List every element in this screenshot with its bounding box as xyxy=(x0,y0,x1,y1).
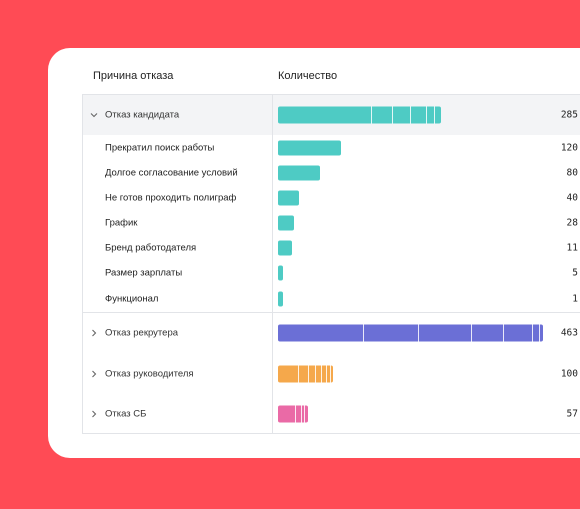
count-bar xyxy=(278,265,283,281)
count-value: 5 xyxy=(572,267,578,279)
count-bar xyxy=(278,215,294,231)
bar-segment-divider xyxy=(426,106,427,124)
bar-segment-divider xyxy=(434,106,435,124)
bar-segment-divider xyxy=(363,324,364,342)
chevron-down-icon[interactable] xyxy=(89,110,99,120)
count-bar xyxy=(278,106,441,124)
bar-segment-divider xyxy=(315,365,316,383)
bar-segment-divider xyxy=(371,106,372,124)
count-value: 11 xyxy=(566,242,578,254)
row-label: Отказ кандидата xyxy=(105,109,180,121)
count-value: 28 xyxy=(566,217,578,229)
row-label: График xyxy=(105,217,138,229)
bar-segment-divider xyxy=(503,324,504,342)
row-label: Размер зарплаты xyxy=(105,267,183,279)
count-bar xyxy=(278,140,341,156)
count-value: 80 xyxy=(566,167,578,179)
bar-segment-divider xyxy=(298,365,299,383)
group-row[interactable]: Отказ рекрутера 463 xyxy=(83,321,580,346)
rejection-report-card: Причина отказа Количество Отказ кандидат… xyxy=(48,48,580,458)
bar-segment-divider xyxy=(304,405,305,423)
subreason-row: Размер зарплаты 5 xyxy=(83,261,580,286)
count-bar xyxy=(278,365,333,383)
bar-segment-divider xyxy=(295,405,296,423)
row-label: Функционал xyxy=(105,293,159,305)
row-label: Отказ рекрутера xyxy=(105,327,179,339)
column-divider xyxy=(272,95,273,433)
subreason-row: Функционал 1 xyxy=(83,287,580,312)
count-bar xyxy=(278,324,543,342)
subreason-row: Прекратил поиск работы 120 xyxy=(83,136,580,161)
bar-segment-divider xyxy=(410,106,411,124)
bar-segment-divider xyxy=(308,365,309,383)
bar-segment-divider xyxy=(532,324,533,342)
count-bar xyxy=(278,165,320,181)
group-row[interactable]: Отказ кандидата 285 xyxy=(83,103,580,128)
bar-segment-divider xyxy=(321,365,322,383)
group-row[interactable]: Отказ руководителя 100 xyxy=(83,362,580,387)
chevron-right-icon[interactable] xyxy=(89,328,99,338)
count-bar xyxy=(278,291,283,307)
row-label: Не готов проходить полиграф xyxy=(105,192,237,204)
bar-segment-divider xyxy=(418,324,419,342)
bar-segment-divider xyxy=(539,324,540,342)
row-label: Отказ СБ xyxy=(105,408,147,420)
bar-segment-divider xyxy=(471,324,472,342)
bar-segment-divider xyxy=(392,106,393,124)
row-label: Бренд работодателя xyxy=(105,242,197,254)
count-value: 285 xyxy=(560,109,578,121)
chevron-right-icon[interactable] xyxy=(89,409,99,419)
chevron-right-icon[interactable] xyxy=(89,369,99,379)
column-header-reason: Причина отказа xyxy=(93,70,174,82)
column-header-count: Количество xyxy=(278,70,338,82)
rejection-table: Отказ кандидата 285 Прекратил поиск работы… xyxy=(82,94,580,434)
row-label: Прекратил поиск работы xyxy=(105,142,215,154)
count-bar xyxy=(278,240,292,256)
count-value: 40 xyxy=(566,192,578,204)
row-label: Долгое согласование условий xyxy=(105,167,238,179)
bar-segment-divider xyxy=(326,365,327,383)
count-value: 1 xyxy=(572,293,578,305)
count-bar xyxy=(278,405,308,423)
bar-segment-divider xyxy=(330,365,331,383)
subreason-row: График 28 xyxy=(83,211,580,236)
count-bar xyxy=(278,190,299,206)
group-row[interactable]: Отказ СБ 57 xyxy=(83,402,580,427)
row-label: Отказ руководителя xyxy=(105,368,194,380)
count-value: 463 xyxy=(560,327,578,339)
count-value: 100 xyxy=(560,368,578,380)
subreason-row: Бренд работодателя 11 xyxy=(83,236,580,261)
count-value: 57 xyxy=(566,408,578,420)
count-value: 120 xyxy=(560,142,578,154)
bar-segment-divider xyxy=(301,405,302,423)
row-divider xyxy=(83,312,580,313)
subreason-row: Не готов проходить полиграф 40 xyxy=(83,186,580,211)
subreason-row: Долгое согласование условий 80 xyxy=(83,161,580,186)
